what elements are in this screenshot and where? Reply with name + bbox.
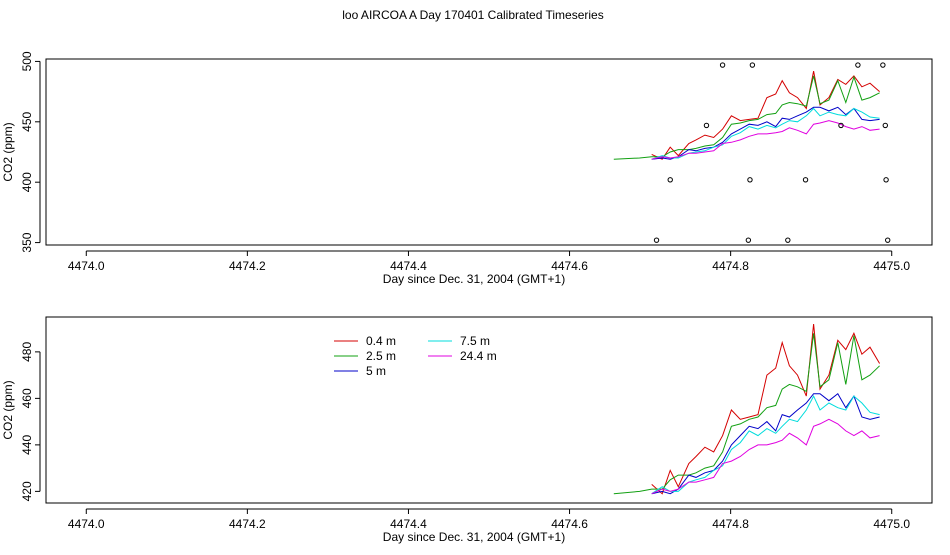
x-tick-label: 4474.0 bbox=[68, 259, 105, 273]
x-tick-label: 4475.0 bbox=[873, 259, 910, 273]
legend-label: 7.5 m bbox=[460, 334, 490, 348]
chart-figure: loo AIRCOA A Day 170401 Calibrated Times… bbox=[0, 0, 950, 550]
data-point bbox=[748, 178, 752, 182]
x-tick-label: 4474.6 bbox=[551, 259, 588, 273]
series-line-24-4-mm bbox=[652, 419, 880, 493]
data-point bbox=[750, 63, 754, 67]
x-tick-label: 4474.0 bbox=[68, 517, 105, 531]
data-point bbox=[884, 178, 888, 182]
chart-title: loo AIRCOA A Day 170401 Calibrated Times… bbox=[342, 8, 603, 22]
x-tick-label: 4474.8 bbox=[712, 259, 749, 273]
data-point bbox=[746, 238, 750, 242]
x-tick-label: 4474.2 bbox=[229, 517, 266, 531]
panel-bottom: 4474.0 4474.2 4474.4 4474.6 4474.8 4475.0 Day … bbox=[1, 317, 932, 544]
legend: 0.4 m2.5 m5 m 7.5 m24.4 m bbox=[334, 334, 497, 378]
data-point bbox=[654, 238, 658, 242]
legend-label: 5 m bbox=[366, 364, 386, 378]
y-tick-label: 480 bbox=[20, 342, 34, 362]
data-point bbox=[720, 63, 724, 67]
y-tick-label: 350 bbox=[20, 232, 34, 252]
x-axis-label: Day since Dec. 31, 2004 (GMT+1) bbox=[383, 272, 565, 286]
legend-label: 0.4 m bbox=[366, 334, 396, 348]
y-tick-label: 440 bbox=[20, 435, 34, 455]
y-tick-label: 450 bbox=[20, 111, 34, 131]
data-point bbox=[856, 63, 860, 67]
x-tick-label: 4474.4 bbox=[390, 259, 427, 273]
series-lines bbox=[614, 324, 880, 494]
y-tick-label: 400 bbox=[20, 172, 34, 192]
data-point bbox=[803, 178, 807, 182]
x-tick-label: 4474.6 bbox=[551, 517, 588, 531]
panel-top: 4474.0 4474.2 4474.4 4474.6 4474.8 4475.0 Day … bbox=[1, 51, 932, 286]
series-lines bbox=[614, 71, 880, 159]
data-point bbox=[883, 123, 887, 127]
plot-frame bbox=[46, 59, 932, 245]
data-point bbox=[786, 238, 790, 242]
chart-canvas: loo AIRCOA A Day 170401 Calibrated Times… bbox=[0, 0, 950, 550]
x-tick-label: 4475.0 bbox=[873, 517, 910, 531]
data-point bbox=[704, 123, 708, 127]
y-tick-label: 420 bbox=[20, 481, 34, 501]
legend-label: 24.4 m bbox=[460, 349, 497, 363]
y-tick-label: 500 bbox=[20, 51, 34, 71]
data-point bbox=[886, 238, 890, 242]
y-tick-label: 460 bbox=[20, 388, 34, 408]
y-axis-label: CO2 (ppm) bbox=[1, 380, 15, 439]
x-tick-label: 4474.2 bbox=[229, 259, 266, 273]
x-tick-label: 4474.4 bbox=[390, 517, 427, 531]
series-line-2-5-mm bbox=[614, 76, 880, 159]
data-point bbox=[881, 63, 885, 67]
x-axis-label: Day since Dec. 31, 2004 (GMT+1) bbox=[383, 530, 565, 544]
x-tick-label: 4474.8 bbox=[712, 517, 749, 531]
series-line-2-5-mm bbox=[614, 333, 880, 493]
legend-label: 2.5 m bbox=[366, 349, 396, 363]
y-axis-label: CO2 (ppm) bbox=[1, 122, 15, 181]
data-point bbox=[668, 178, 672, 182]
